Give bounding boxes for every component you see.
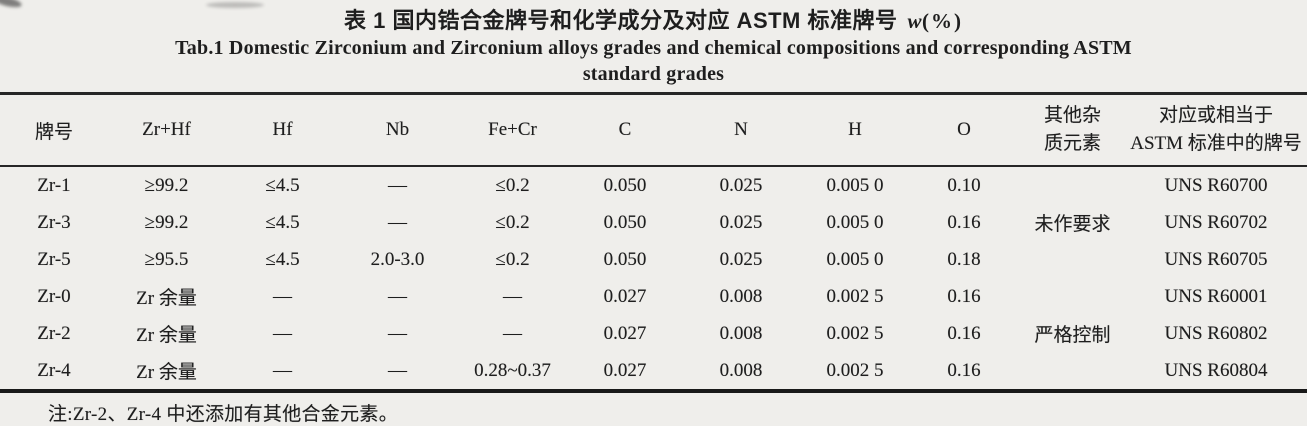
cell-astm: UNS R60700 <box>1164 174 1268 196</box>
col-header-grade: 牌号 <box>34 121 73 143</box>
caption-en-line1: Tab.1 Domestic Zirconium and Zirconium a… <box>175 37 1132 59</box>
cell-zr-hf: Zr 余量 <box>136 325 197 346</box>
cell-h: 0.002 5 <box>826 359 884 381</box>
col-header-fe-cr: Fe+Cr <box>488 119 537 140</box>
cell-fe-cr: ≤0.2 <box>495 211 530 233</box>
cell-zr-hf: Zr 余量 <box>136 288 197 309</box>
cell-n: 0.025 <box>719 211 763 233</box>
cell-astm: UNS R60702 <box>1164 211 1268 233</box>
cell-nb: — <box>388 285 407 307</box>
cell-h: 0.002 5 <box>826 285 884 307</box>
table-row-zr1: Zr-1 ≥99.2 ≤4.5 — ≤0.2 0.050 0.025 0.005… <box>0 166 1307 236</box>
cell-nb: 2.0-3.0 <box>370 248 425 270</box>
cell-nb: — <box>388 322 407 344</box>
cell-grade: Zr-0 <box>37 285 71 307</box>
cell-fe-cr: ≤0.2 <box>495 174 530 196</box>
table-caption-zh: 表 1 国内锆合金牌号和化学成分及对应 ASTM 标准牌号 w(%) <box>0 0 1307 35</box>
col-header-hf: Hf <box>272 119 293 140</box>
col-header-o: O <box>957 119 971 140</box>
cell-c: 0.050 <box>603 248 647 270</box>
cell-hf: ≤4.5 <box>265 174 300 196</box>
cell-zr-hf: ≥99.2 <box>144 174 189 196</box>
cell-grade: Zr-1 <box>37 174 71 196</box>
cell-c: 0.027 <box>603 285 647 307</box>
table-footnote: 注:Zr-2、Zr-4 中还添加有其他合金元素。 <box>48 404 398 425</box>
cell-grade: Zr-3 <box>37 211 71 233</box>
mass-fraction-symbol: w <box>907 9 923 33</box>
cell-c: 0.050 <box>603 211 647 233</box>
cell-grade: Zr-4 <box>37 359 71 381</box>
cell-n: 0.025 <box>719 248 763 270</box>
cell-hf: — <box>273 359 292 381</box>
col-header-n: N <box>734 119 748 140</box>
cell-astm: UNS R60804 <box>1164 359 1268 381</box>
cell-nb: — <box>388 359 407 381</box>
cell-astm: UNS R60802 <box>1164 322 1268 344</box>
cell-nb: — <box>388 211 407 233</box>
cell-c: 0.050 <box>603 174 647 196</box>
cell-o: 0.10 <box>947 174 981 196</box>
cell-h: 0.005 0 <box>826 174 884 196</box>
cell-o: 0.18 <box>947 248 981 270</box>
cell-n: 0.025 <box>719 174 763 196</box>
col-header-nb: Nb <box>385 119 410 140</box>
cell-astm: UNS R60001 <box>1164 285 1268 307</box>
cell-hf: ≤4.5 <box>265 211 300 233</box>
table-row-zr4: Zr-4 Zr 余量 — — 0.28~0.37 0.027 0.008 0.0… <box>0 352 1307 391</box>
cell-h: 0.005 0 <box>826 248 884 270</box>
col-header-astm-grade: 对应或相当于 ASTM 标准中的牌号 <box>1130 105 1302 154</box>
cell-n: 0.008 <box>719 285 763 307</box>
cell-fe-cr: 0.28~0.37 <box>474 359 551 381</box>
cell-fe-cr: — <box>503 285 522 307</box>
table-row-zr2: Zr-2 Zr 余量 — — — 0.027 0.008 0.002 5 0.1… <box>0 315 1307 352</box>
caption-zh-text: 表 1 国内锆合金牌号和化学成分及对应 ASTM 标准牌号 <box>343 8 898 33</box>
cell-impurity-group-1: 未作要求 <box>1034 214 1111 235</box>
cell-astm: UNS R60705 <box>1164 248 1268 270</box>
composition-table: 牌号 Zr+Hf Hf Nb Fe+Cr C N H O 其他杂 质元素 对应或… <box>0 92 1307 393</box>
col-header-c: C <box>618 119 632 140</box>
cell-grade: Zr-5 <box>37 248 71 270</box>
cell-o: 0.16 <box>947 322 981 344</box>
cell-fe-cr: ≤0.2 <box>495 248 530 270</box>
cell-hf: — <box>273 285 292 307</box>
cell-h: 0.002 5 <box>826 322 884 344</box>
table-row-zr0: Zr-0 Zr 余量 — — — 0.027 0.008 0.002 5 0.1… <box>0 278 1307 347</box>
cell-c: 0.027 <box>603 322 647 344</box>
cell-fe-cr: — <box>503 322 522 344</box>
cell-c: 0.027 <box>603 359 647 381</box>
scan-smudge <box>206 2 264 8</box>
cell-hf: — <box>273 322 292 344</box>
cell-zr-hf: ≥95.5 <box>144 248 189 270</box>
col-header-other-impurities: 其他杂 质元素 <box>1043 105 1101 154</box>
table-header-row: 牌号 Zr+Hf Hf Nb Fe+Cr C N H O 其他杂 质元素 对应或… <box>0 94 1307 166</box>
cell-zr-hf: Zr 余量 <box>136 362 197 383</box>
caption-en-line2: standard grades <box>582 63 725 85</box>
cell-nb: — <box>388 174 407 196</box>
cell-h: 0.005 0 <box>826 211 884 233</box>
table-caption-en: Tab.1 Domestic Zirconium and Zirconium a… <box>0 35 1307 87</box>
col-header-zr-hf: Zr+Hf <box>142 119 191 140</box>
cell-o: 0.16 <box>947 359 981 381</box>
cell-impurity-group-2: 严格控制 <box>1034 325 1111 346</box>
col-header-h: H <box>848 119 862 140</box>
table-row-zr5: Zr-5 ≥95.5 ≤4.5 2.0-3.0 ≤0.2 0.050 0.025… <box>0 241 1307 278</box>
mass-fraction-unit: (%) <box>922 9 964 33</box>
cell-n: 0.008 <box>719 359 763 381</box>
cell-o: 0.16 <box>947 285 981 307</box>
cell-hf: ≤4.5 <box>265 248 300 270</box>
cell-n: 0.008 <box>719 322 763 344</box>
cell-zr-hf: ≥99.2 <box>144 211 189 233</box>
cell-grade: Zr-2 <box>37 322 71 344</box>
table-row-zr3: Zr-3 ≥99.2 ≤4.5 — ≤0.2 0.050 0.025 0.005… <box>0 204 1307 241</box>
cell-o: 0.16 <box>947 211 981 233</box>
